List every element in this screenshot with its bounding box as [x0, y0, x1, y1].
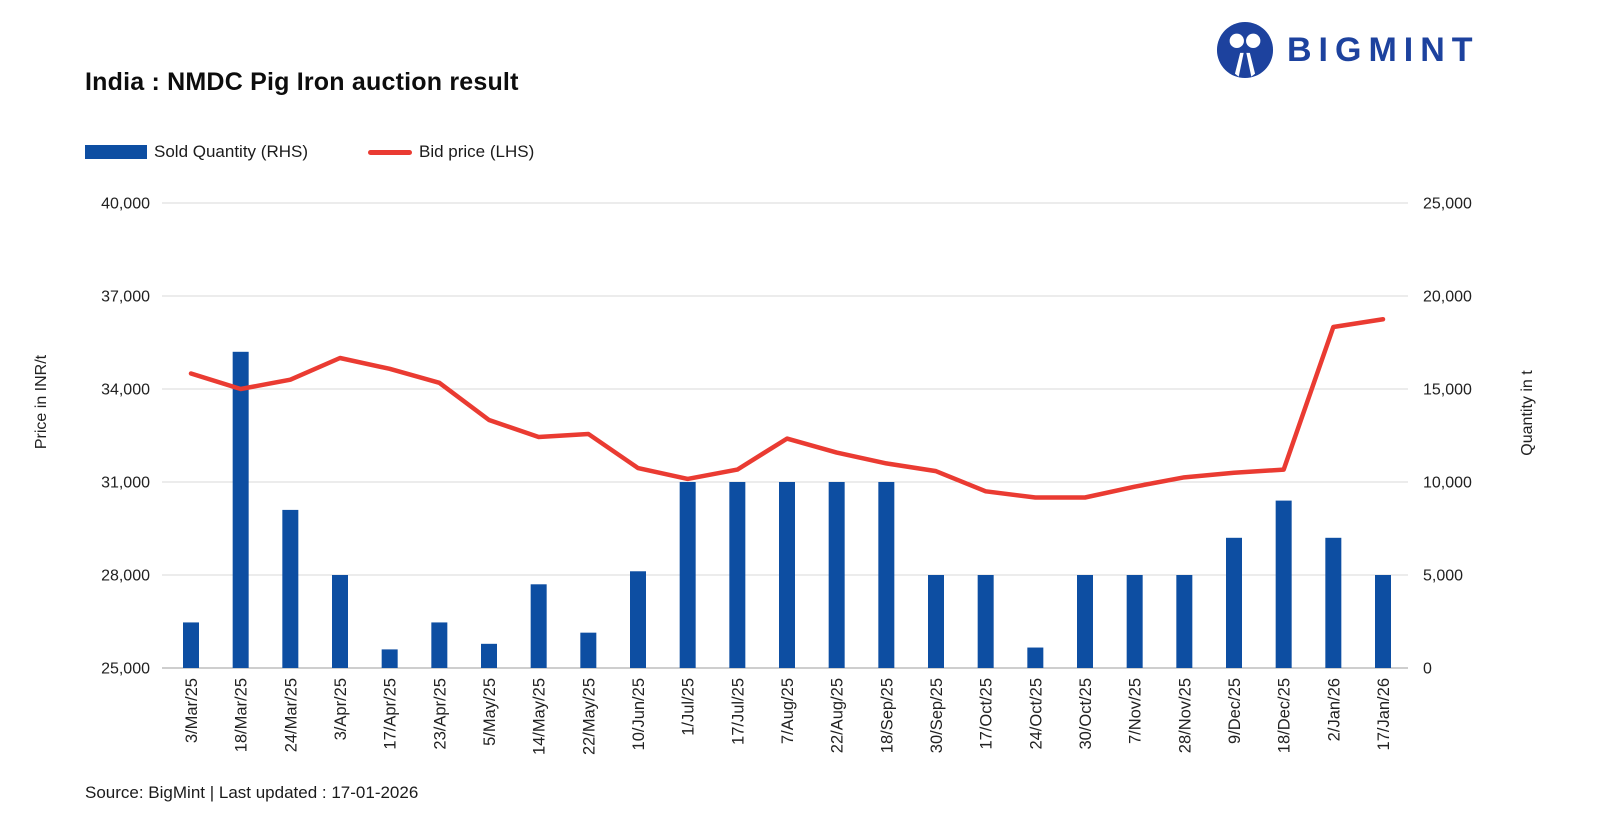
left-axis-tick: 28,000: [101, 568, 150, 585]
bar-3/Apr/25: [332, 575, 348, 668]
bar-9/Dec/25: [1226, 537, 1242, 668]
bar-22/Aug/25: [828, 482, 845, 668]
chart-legend: Sold Quantity (RHS) Bid price (LHS): [0, 138, 1622, 166]
legend-item-sold-quantity: Sold Quantity (RHS): [85, 138, 308, 166]
left-axis-tick: 37,000: [101, 289, 150, 306]
x-axis-label: 23/Apr/25: [431, 678, 449, 750]
right-axis-tick: 20,000: [1423, 289, 1472, 306]
bar-28/Nov/25: [1176, 575, 1193, 668]
x-axis-label: 17/Apr/25: [382, 678, 400, 750]
x-axis-label: 17/Jul/25: [729, 678, 747, 745]
legend-label-sold-quantity: Sold Quantity (RHS): [154, 142, 308, 161]
bar-18/Mar/25: [232, 351, 249, 668]
x-axis-label: 24/Mar/25: [282, 678, 300, 752]
bar-5/May/25: [481, 643, 497, 668]
bar-1/Jul/25: [679, 482, 696, 668]
bigmint-logo-text: BIGMINT: [1287, 31, 1480, 69]
bar-17/Jul/25: [729, 482, 746, 668]
line-swatch-icon: [368, 149, 412, 155]
bar-18/Sep/25: [878, 482, 895, 668]
x-axis-label: 9/Dec/25: [1226, 678, 1244, 744]
bar-17/Apr/25: [381, 649, 398, 668]
left-axis-tick: 34,000: [101, 382, 150, 399]
bar-30/Oct/25: [1077, 575, 1093, 668]
page-title: India : NMDC Pig Iron auction result: [85, 68, 519, 96]
x-axis-label: 28/Nov/25: [1176, 678, 1194, 753]
bar-7/Aug/25: [779, 482, 795, 668]
x-axis-label: 5/May/25: [481, 678, 499, 746]
bar-22/May/25: [580, 632, 597, 668]
bar-swatch-icon: [85, 145, 147, 159]
x-axis-label: 18/Dec/25: [1276, 678, 1294, 753]
left-axis-tick: 25,000: [101, 661, 150, 678]
bid-price-line: [188, 317, 1386, 500]
bar-3/Mar/25: [183, 622, 199, 668]
bigmint-logo: BIGMINT: [1216, 21, 1480, 79]
x-axis-label: 30/Sep/25: [928, 678, 946, 753]
x-axis-label: 10/Jun/25: [630, 678, 648, 750]
bar-24/Oct/25: [1027, 647, 1044, 668]
x-axis-label: 18/Mar/25: [233, 678, 251, 752]
legend-item-bid-price: Bid price (LHS): [368, 138, 534, 166]
bar-17/Jan/26: [1375, 575, 1391, 668]
x-axis-label: 17/Jan/26: [1375, 678, 1393, 750]
bigmint-logo-icon: [1216, 21, 1274, 79]
x-axis-label: 7/Aug/25: [779, 678, 797, 744]
x-axis-label: 17/Oct/25: [978, 678, 996, 750]
right-axis-tick: 0: [1423, 661, 1432, 678]
x-axis-label: 30/Oct/25: [1077, 678, 1095, 750]
x-axis-label: 3/Mar/25: [183, 678, 201, 743]
bar-10/Jun/25: [630, 571, 646, 668]
right-axis-tick: 10,000: [1423, 475, 1472, 492]
bar-14/May/25: [530, 584, 547, 668]
source-note: Source: BigMint | Last updated : 17-01-2…: [85, 783, 419, 802]
bar-30/Sep/25: [928, 575, 944, 668]
x-axis-label: 3/Apr/25: [332, 678, 350, 740]
left-axis-tick: 31,000: [101, 475, 150, 492]
bar-24/Mar/25: [282, 509, 299, 668]
bar-17/Oct/25: [977, 575, 994, 668]
x-axis-label: 7/Nov/25: [1127, 678, 1145, 744]
x-axis-label: 24/Oct/25: [1027, 678, 1045, 750]
legend-label-bid-price: Bid price (LHS): [419, 142, 535, 161]
right-axis-title: Quantity in t: [1519, 370, 1536, 456]
x-axis-label: 1/Jul/25: [680, 678, 698, 736]
left-axis-title: Price in INR/t: [33, 354, 50, 449]
x-axis-label: 14/May/25: [531, 678, 549, 755]
x-axis-label: 22/Aug/25: [829, 678, 847, 753]
bar-23/Apr/25: [431, 622, 448, 668]
left-axis-tick: 40,000: [101, 196, 150, 213]
x-axis-label: 18/Sep/25: [878, 678, 896, 753]
right-axis-tick: 5,000: [1423, 568, 1463, 585]
right-axis-tick: 25,000: [1423, 196, 1472, 213]
x-axis-label: 22/May/25: [580, 678, 598, 755]
x-axis-label: 2/Jan/26: [1325, 678, 1343, 741]
right-axis-tick: 15,000: [1423, 382, 1472, 399]
combo-chart: 40,000 25,000 37,000 20,000 34,000 15,000 31,0…: [33, 196, 1536, 756]
bar-7/Nov/25: [1126, 575, 1143, 668]
bar-18/Dec/25: [1275, 500, 1292, 668]
bar-2/Jan/26: [1325, 537, 1342, 668]
